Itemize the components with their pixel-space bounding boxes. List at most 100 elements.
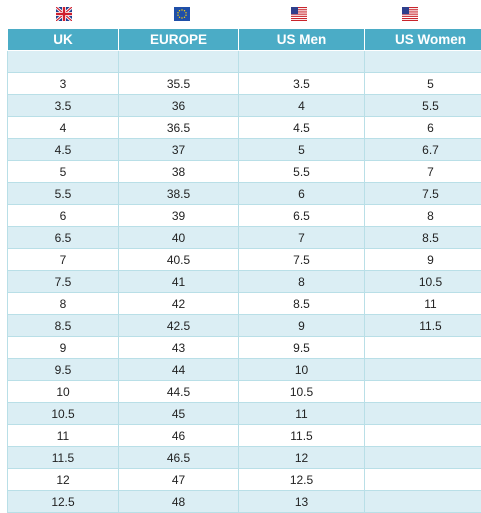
table-cell: [239, 51, 365, 73]
table-cell: 9: [365, 249, 481, 271]
table-cell: [365, 447, 481, 469]
table-cell: 7.5: [239, 249, 365, 271]
table-cell: 9.5: [239, 337, 365, 359]
table-cell: [119, 51, 239, 73]
table-cell: 6.7: [365, 139, 481, 161]
table-cell: 12: [8, 469, 119, 491]
table-cell: [365, 337, 481, 359]
table-cell: 9.5: [8, 359, 119, 381]
table-cell: [365, 491, 481, 513]
table-cell: 11.5: [365, 315, 481, 337]
table-cell: 41: [119, 271, 239, 293]
table-cell: 48: [119, 491, 239, 513]
table-cell: 3.5: [239, 73, 365, 95]
table-cell: 3: [8, 73, 119, 95]
header-row: UK EUROPE US Men US Women: [8, 29, 481, 51]
table-cell: 42: [119, 293, 239, 315]
table-cell: 6: [365, 117, 481, 139]
table-cell: [365, 381, 481, 403]
header-uk: UK: [8, 29, 119, 51]
table-cell: 9: [239, 315, 365, 337]
table-cell: 6.5: [8, 227, 119, 249]
blank-row: [8, 51, 481, 73]
us-flag-icon: [402, 7, 418, 21]
table-cell: 5: [8, 161, 119, 183]
table-cell: 5.5: [239, 161, 365, 183]
table-cell: 11: [8, 425, 119, 447]
table-cell: 5.5: [8, 183, 119, 205]
table-cell: 40.5: [119, 249, 239, 271]
table-cell: 5: [239, 139, 365, 161]
table-cell: 10: [239, 359, 365, 381]
table-cell: [365, 425, 481, 447]
table-cell: 8.5: [239, 293, 365, 315]
table-cell: 36: [119, 95, 239, 117]
table-cell: 8: [8, 293, 119, 315]
table-cell: 40: [119, 227, 239, 249]
table-cell: 38.5: [119, 183, 239, 205]
table-cell: 3.5: [8, 95, 119, 117]
table-cell: 8: [365, 205, 481, 227]
table-cell: 7.5: [365, 183, 481, 205]
table-cell: 10.5: [239, 381, 365, 403]
table-cell: 38: [119, 161, 239, 183]
flag-row: [7, 7, 481, 23]
table-cell: 11: [239, 403, 365, 425]
table-cell: 45: [119, 403, 239, 425]
table-cell: 8.5: [8, 315, 119, 337]
table-cell: 10.5: [365, 271, 481, 293]
table-cell: [365, 403, 481, 425]
uk-flag-icon: [56, 7, 72, 21]
table-cell: 7: [365, 161, 481, 183]
table-cell: 11.5: [8, 447, 119, 469]
header-europe: EUROPE: [119, 29, 239, 51]
table-cell: [365, 469, 481, 491]
table-cell: 37: [119, 139, 239, 161]
table-cell: 4.5: [239, 117, 365, 139]
table-cell: 8: [239, 271, 365, 293]
table-cell: 4: [8, 117, 119, 139]
table-cell: 44.5: [119, 381, 239, 403]
table-cell: 6: [8, 205, 119, 227]
table-cell: [365, 359, 481, 381]
table-cell: 10.5: [8, 403, 119, 425]
table-cell: 7: [239, 227, 365, 249]
eu-flag-icon: [174, 7, 190, 21]
table-cell: 6: [239, 183, 365, 205]
table-cell: 46.5: [119, 447, 239, 469]
table-cell: 10: [8, 381, 119, 403]
table-cell: 5.5: [365, 95, 481, 117]
table-cell: 4: [239, 95, 365, 117]
table-cell: 6.5: [239, 205, 365, 227]
table-cell: 8.5: [365, 227, 481, 249]
table-cell: 35.5: [119, 73, 239, 95]
table-cell: 4.5: [8, 139, 119, 161]
us-flag-icon: [291, 7, 307, 21]
table-cell: 13: [239, 491, 365, 513]
header-us-women: US Women: [365, 29, 481, 51]
table-cell: 9: [8, 337, 119, 359]
table-cell: 12.5: [239, 469, 365, 491]
table-cell: 12.5: [8, 491, 119, 513]
table-cell: 46: [119, 425, 239, 447]
table-cell: [8, 51, 119, 73]
